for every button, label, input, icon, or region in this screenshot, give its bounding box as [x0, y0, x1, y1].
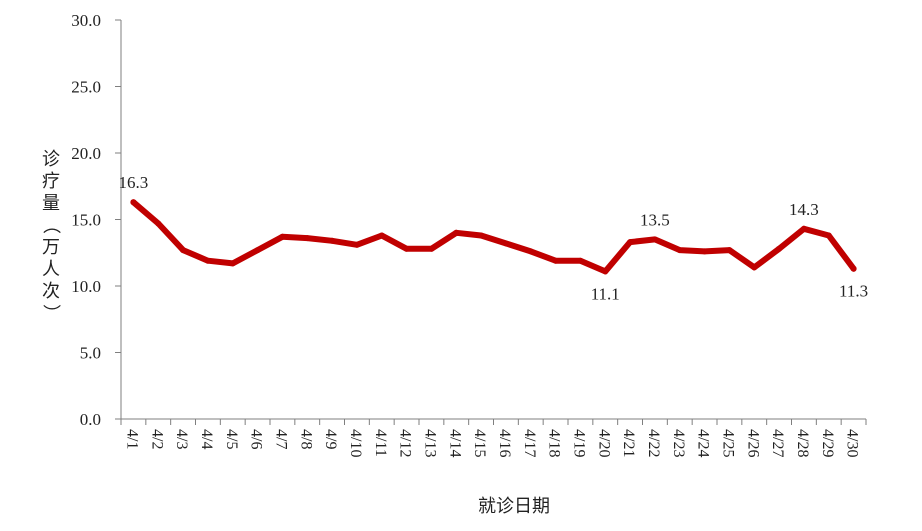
data-point — [627, 239, 634, 246]
y-axis: 0.0 5.0 10.0 15.0 20.0 25.0 30.0 — [71, 11, 122, 429]
y-axis-title-char: 人 — [42, 259, 60, 279]
data-point — [378, 232, 385, 239]
y-tick-label: 10.0 — [71, 277, 101, 296]
x-tick-label: 4/20 — [595, 429, 612, 457]
data-point — [304, 235, 311, 242]
data-point — [850, 265, 857, 272]
data-point — [527, 248, 534, 255]
x-tick-label: 4/12 — [397, 429, 414, 457]
x-tick-label: 4/18 — [546, 429, 563, 457]
y-axis-title-char: 疗 — [42, 171, 60, 191]
data-point — [701, 248, 708, 255]
x-tick-label: 4/4 — [198, 429, 215, 449]
data-point — [478, 232, 485, 239]
y-tick-label: 5.0 — [80, 344, 101, 363]
x-tick-label: 4/2 — [148, 429, 165, 449]
data-point — [577, 257, 584, 264]
x-tick-label: 4/21 — [620, 429, 637, 457]
y-axis-title-char: 次 — [42, 281, 60, 301]
data-point — [229, 260, 236, 267]
data-point — [329, 237, 336, 244]
data-point — [751, 264, 758, 271]
x-tick-label: 4/25 — [719, 429, 736, 457]
y-axis-title-char: 万 — [42, 237, 60, 257]
x-tick-label: 4/22 — [645, 429, 662, 457]
y-tick-label: 0.0 — [80, 410, 101, 429]
data-point — [279, 233, 286, 240]
x-axis: 4/1 4/2 4/3 4/4 4/5 4/6 4/7 4/8 4/9 4/10 4/11 4/12 4… — [120, 418, 867, 457]
data-point — [428, 245, 435, 252]
x-tick-label: 4/14 — [446, 429, 463, 457]
y-axis-title-char: 量 — [42, 193, 60, 213]
data-point — [552, 257, 559, 264]
x-tick-label: 4/5 — [223, 429, 240, 449]
data-label: 13.5 — [640, 210, 670, 229]
data-label: 11.3 — [839, 282, 868, 301]
x-tick-label: 4/15 — [471, 429, 488, 457]
x-tick-label: 4/24 — [695, 429, 712, 457]
data-point — [726, 247, 733, 254]
y-axis-title-char: ） — [41, 304, 61, 322]
data-point — [825, 232, 832, 239]
data-point — [676, 247, 683, 254]
x-tick-label: 4/23 — [670, 429, 687, 457]
data-label: 14.3 — [789, 200, 819, 219]
y-axis-title: 诊疗量 （ 万人次 ） — [41, 149, 61, 322]
data-point — [800, 225, 807, 232]
data-point — [155, 220, 162, 227]
data-point — [130, 199, 137, 206]
data-point — [776, 245, 783, 252]
data-point — [453, 229, 460, 236]
data-point — [602, 268, 609, 275]
x-tick-label: 4/13 — [421, 429, 438, 457]
y-tick-label: 25.0 — [71, 78, 101, 97]
data-labels: 16.3 11.1 13.5 14.3 11.3 — [119, 173, 869, 303]
y-axis-title-char: 诊 — [42, 149, 60, 169]
x-tick-label: 4/26 — [744, 429, 761, 457]
series-line — [130, 199, 857, 275]
data-point — [651, 236, 658, 243]
x-tick-label: 4/29 — [819, 429, 836, 457]
data-label: 11.1 — [591, 284, 620, 303]
x-tick-label: 4/3 — [173, 429, 190, 449]
data-point — [502, 240, 509, 247]
x-tick-label: 4/7 — [272, 429, 289, 449]
x-tick-label: 4/8 — [297, 429, 314, 449]
x-tick-label: 4/11 — [372, 429, 389, 457]
x-axis-title: 就诊日期 — [478, 496, 550, 516]
y-tick-label: 20.0 — [71, 144, 101, 163]
y-tick-label: 15.0 — [71, 211, 101, 230]
x-tick-label: 4/27 — [769, 429, 786, 457]
data-point — [403, 245, 410, 252]
x-tick-label: 4/28 — [794, 429, 811, 457]
x-tick-label: 4/16 — [496, 429, 513, 457]
y-tick-label: 30.0 — [71, 11, 101, 30]
x-tick-label: 4/30 — [844, 429, 861, 457]
data-point — [254, 247, 261, 254]
x-tick-label: 4/17 — [521, 429, 538, 457]
data-point — [180, 247, 187, 254]
x-tick-label: 4/1 — [123, 429, 140, 449]
data-point — [204, 257, 211, 264]
x-tick-label: 4/10 — [347, 429, 364, 457]
x-tick-label: 4/6 — [248, 429, 265, 449]
series — [130, 199, 857, 275]
data-label: 16.3 — [119, 173, 149, 192]
x-tick-label: 4/9 — [322, 429, 339, 449]
y-axis-title-char: （ — [41, 216, 61, 234]
data-point — [353, 241, 360, 248]
x-tick-label: 4/19 — [570, 429, 587, 457]
